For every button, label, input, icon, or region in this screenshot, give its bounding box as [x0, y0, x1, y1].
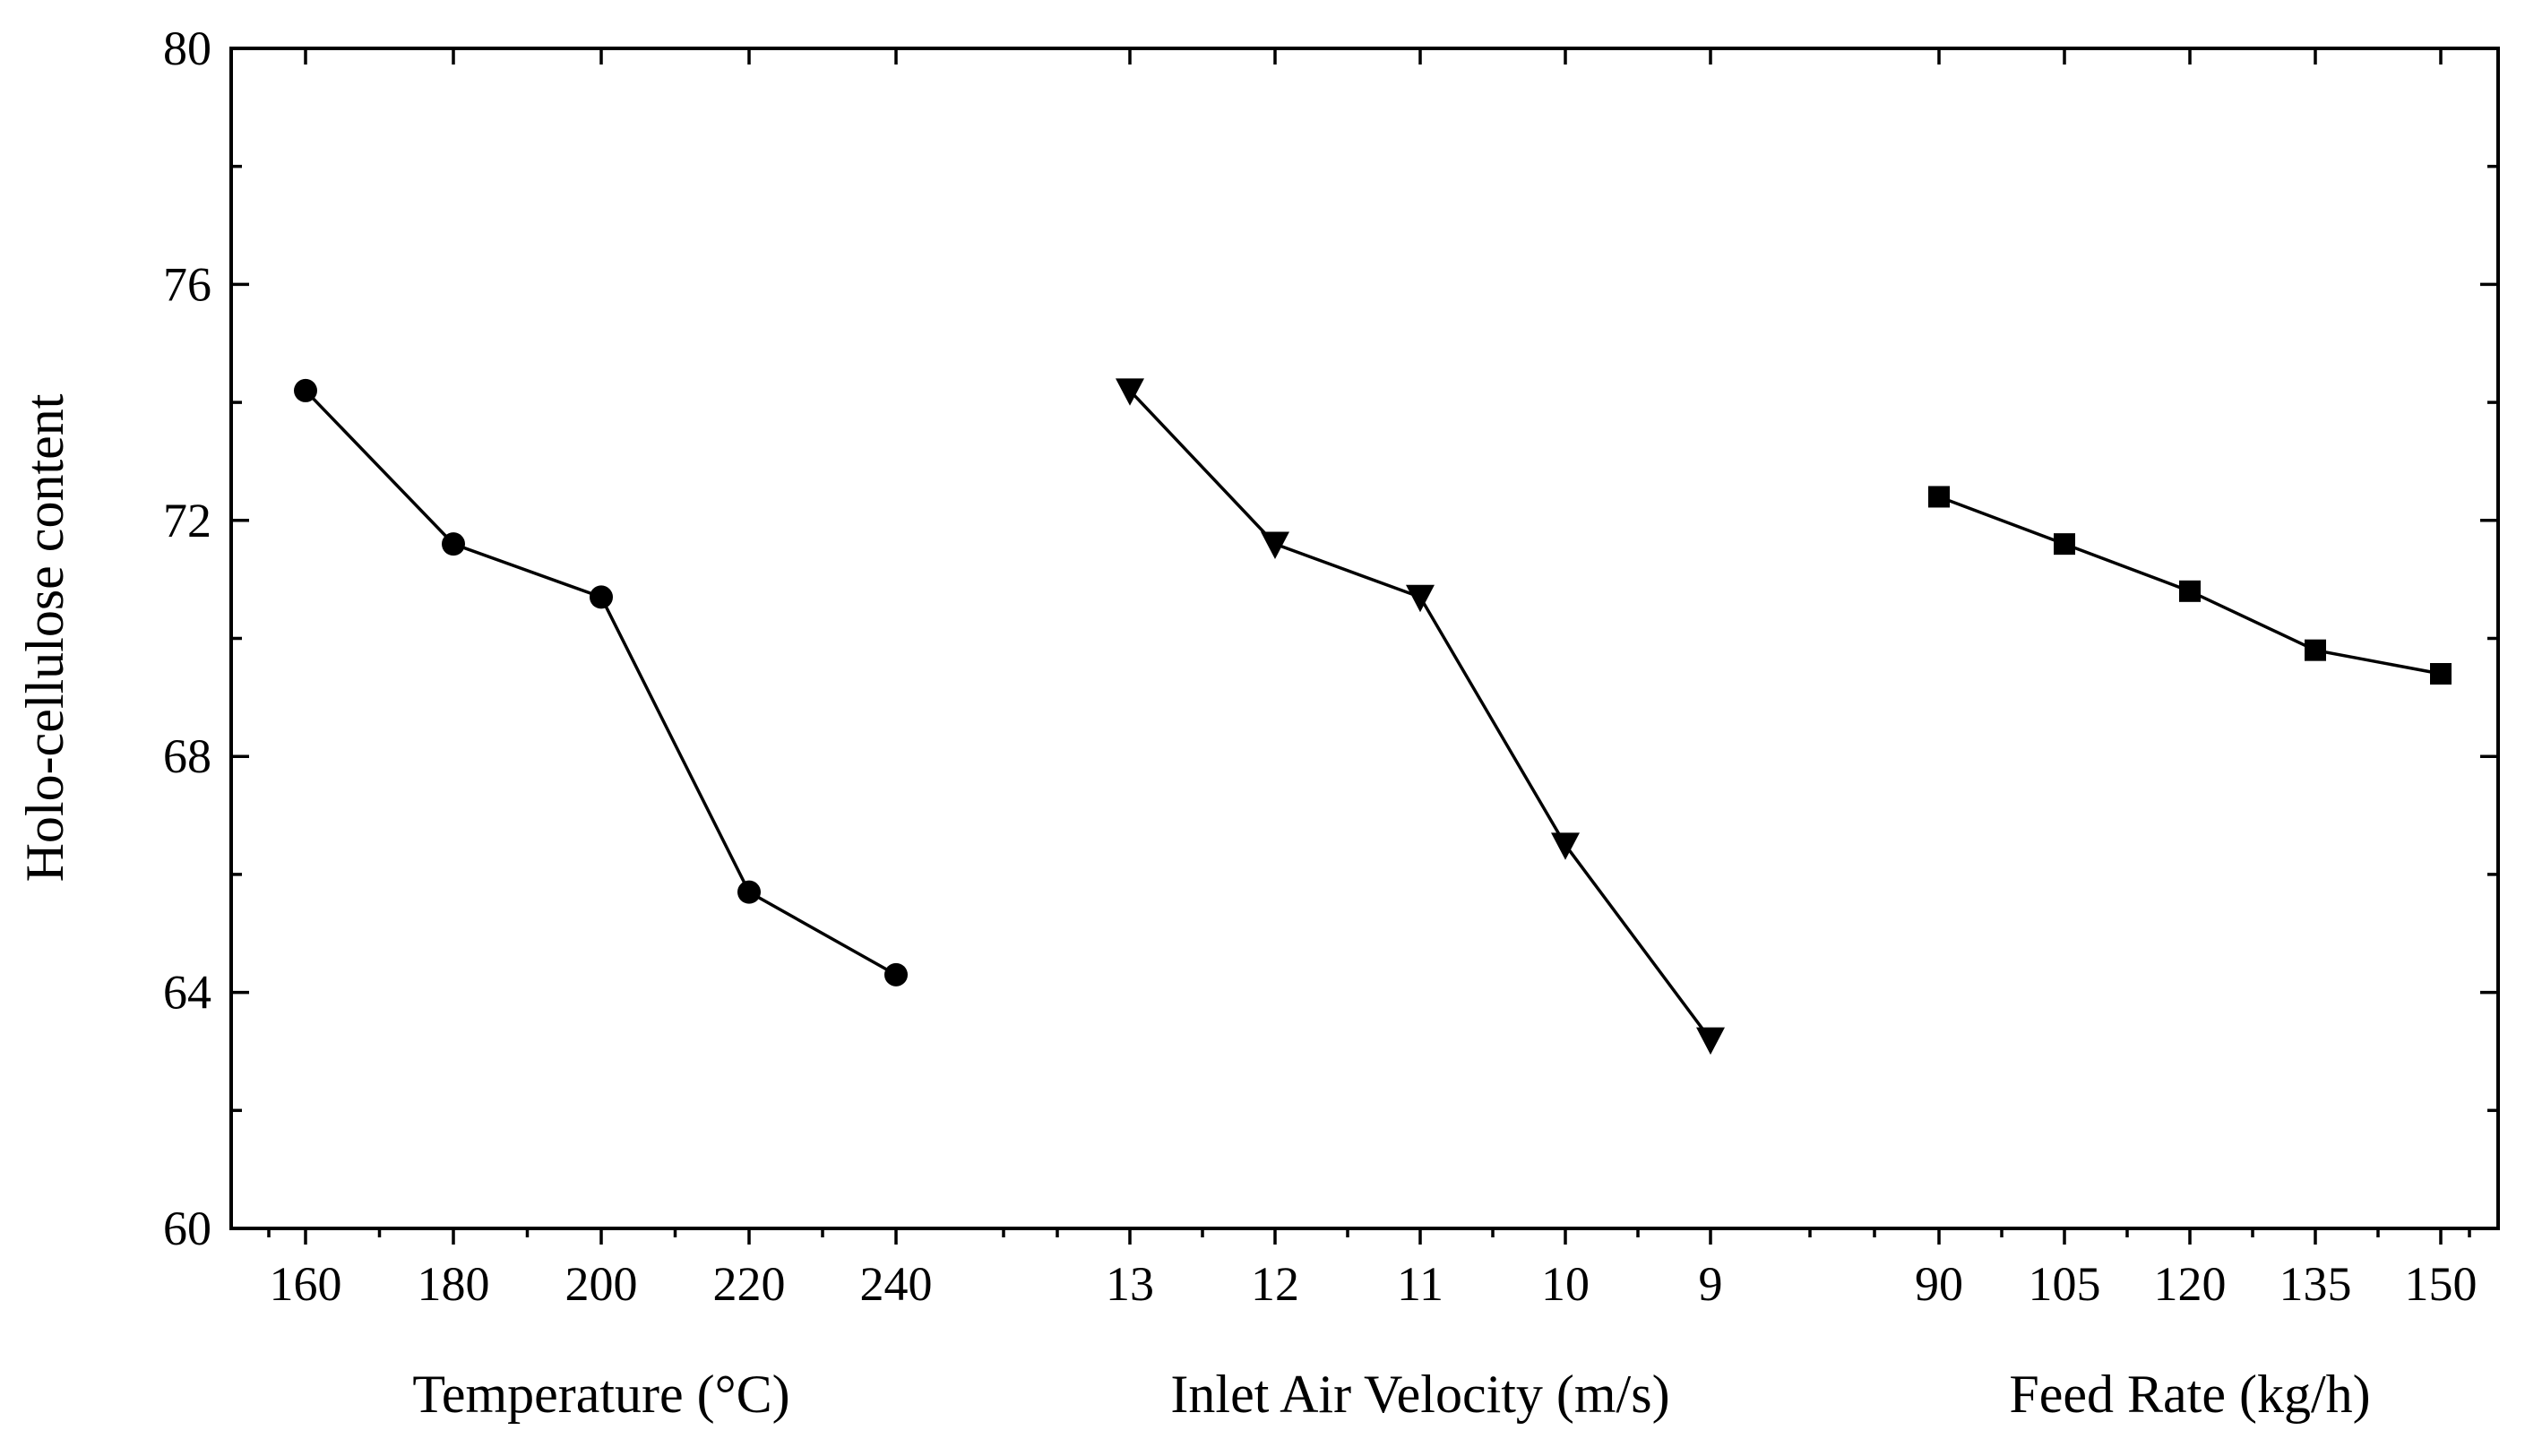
- x-axis-title-temperature: Temperature (°C): [412, 1365, 789, 1424]
- x-axis-title-inlet-air-velocity: Inlet Air Velocity (m/s): [1170, 1365, 1669, 1424]
- x-tick-label: 90: [1915, 1257, 1963, 1311]
- x-tick-label: 180: [418, 1257, 490, 1311]
- x-axis-titles: Temperature (°C) Inlet Air Velocity (m/s)…: [412, 1365, 2370, 1424]
- data-point-feed-rate: [2054, 533, 2075, 556]
- y-tick-label: 80: [163, 22, 211, 75]
- x-tick-label: 200: [565, 1257, 638, 1311]
- x-axis-title-feed-rate: Feed Rate (kg/h): [2009, 1365, 2370, 1424]
- data-point-feed-rate: [2430, 663, 2452, 685]
- y-tick-label: 68: [163, 729, 211, 783]
- series-line-temperature: [304, 389, 897, 977]
- data-point-inlet-air-velocity: [1551, 832, 1580, 860]
- x-tick-label: 220: [713, 1257, 786, 1311]
- data-point-inlet-air-velocity: [1261, 531, 1289, 559]
- x-axis-ticks: 160 180 200 220 240 13 12 11 10 9 90 105 120 135 150: [267, 48, 2478, 1311]
- data-point-feed-rate: [1928, 486, 1950, 508]
- x-tick-label: 160: [270, 1257, 342, 1311]
- y-tick-label: 64: [163, 966, 211, 1020]
- data-point-temperature: [737, 880, 761, 904]
- data-point-inlet-air-velocity: [1116, 378, 1144, 406]
- plot-frame: [229, 47, 2500, 1230]
- x-tick-label: 150: [2405, 1257, 2478, 1311]
- y-tick-label: 76: [163, 257, 211, 311]
- data-point-temperature: [442, 532, 465, 556]
- y-tick-label: 72: [163, 494, 211, 547]
- y-axis-ticks: 60 64 68 72 76 80: [163, 22, 2498, 1255]
- x-tick-label: 240: [860, 1257, 933, 1311]
- series-line-inlet-air-velocity: [1128, 389, 1712, 1041]
- data-point-feed-rate: [2305, 639, 2326, 661]
- x-tick-label: 13: [1106, 1257, 1154, 1311]
- x-tick-label: 12: [1251, 1257, 1299, 1311]
- x-tick-label: 11: [1397, 1257, 1443, 1311]
- x-tick-label: 10: [1541, 1257, 1590, 1311]
- data-point-temperature: [294, 378, 317, 402]
- data-point-temperature: [884, 962, 908, 986]
- y-tick-label: 60: [163, 1202, 211, 1255]
- y-axis-title: Holo-cellulose content: [15, 393, 74, 882]
- data-point-inlet-air-velocity: [1406, 584, 1435, 613]
- series-layer: [294, 378, 2452, 1055]
- x-tick-label: 9: [1699, 1257, 1723, 1311]
- x-tick-label: 120: [2154, 1257, 2227, 1311]
- x-tick-label: 135: [2279, 1257, 2352, 1311]
- x-tick-label: 105: [2029, 1257, 2101, 1311]
- data-point-feed-rate: [2179, 580, 2201, 602]
- data-point-inlet-air-velocity: [1696, 1027, 1725, 1055]
- data-point-temperature: [590, 585, 613, 609]
